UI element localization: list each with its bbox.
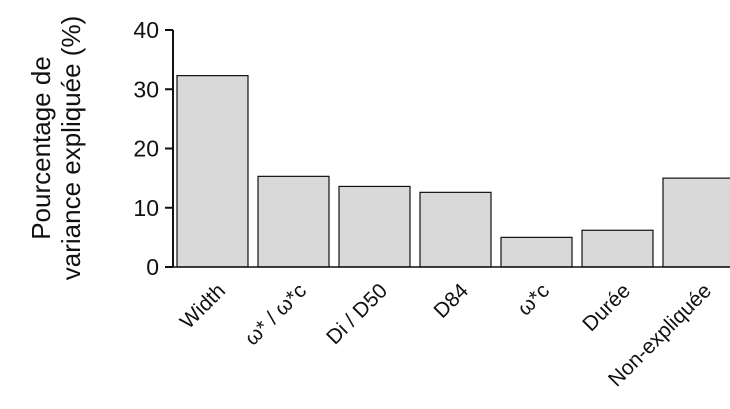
y-axis-title: Pourcentage de variance expliquée (%) (26, 16, 86, 280)
y-axis-title-line-2: variance expliquée (%) (56, 16, 86, 280)
bars-group (176, 75, 730, 268)
bar-5 (500, 236, 573, 268)
y-axis-title-line-1: Pourcentage de (26, 56, 56, 240)
bar-2 (257, 175, 330, 268)
y-tick-label-40: 40 (133, 17, 159, 43)
bar-4 (419, 191, 492, 268)
x-category-label-3: Di / D50 (322, 279, 392, 349)
bar-3 (338, 185, 411, 268)
bar-6 (581, 229, 654, 268)
x-category-label-5: ω*c (513, 279, 554, 320)
x-axis-labels: Width ω* / ω*c Di / D50 D84 ω*c DuréeNon-expl… (176, 279, 716, 391)
y-tick-label-30: 30 (133, 76, 159, 102)
x-category-label-2: ω* / ω*c (240, 279, 311, 350)
bar-7 (662, 177, 730, 268)
y-axis: 0 10 20 30 40 (133, 17, 730, 280)
bar-1 (176, 75, 249, 268)
x-category-label-1: Width (176, 279, 230, 333)
x-category-label-6: Durée (578, 279, 635, 336)
y-tick-label-0: 0 (146, 254, 159, 280)
x-category-label-4: D84 (430, 279, 474, 323)
y-tick-label-20: 20 (133, 136, 159, 162)
y-tick-label-10: 10 (133, 195, 159, 221)
